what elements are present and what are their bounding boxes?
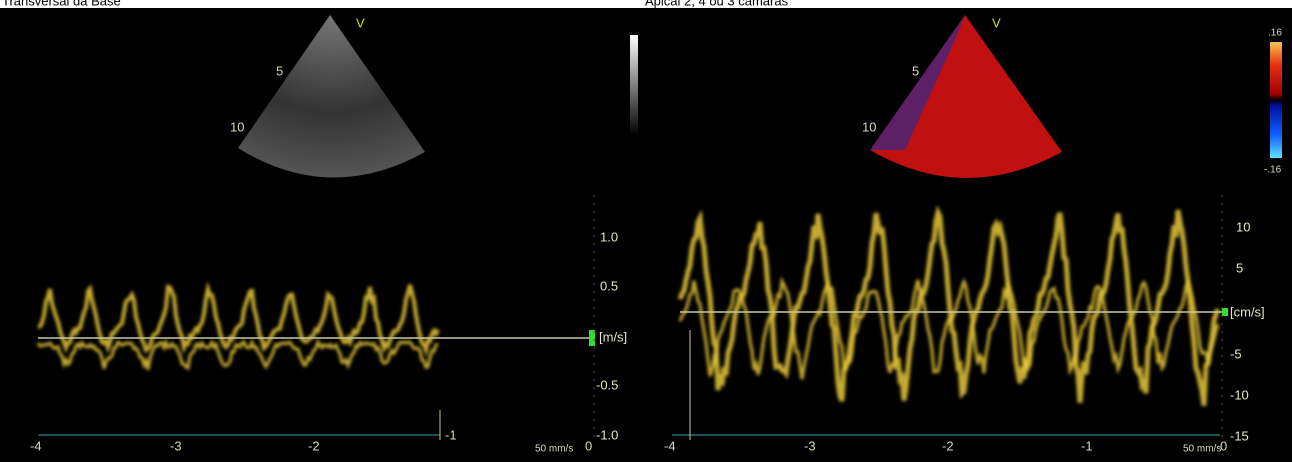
x-label: -1 [1081,438,1093,453]
header-bar [0,0,1292,8]
header-left: Transversal da Base [2,0,121,8]
x-label: -4 [30,438,42,453]
orientation: V [992,15,1001,30]
color-scale [1270,42,1282,158]
orientation: V [356,15,365,30]
x-label: 0 [1220,438,1227,453]
x-label: -2 [942,438,954,453]
x-label: -4 [664,438,676,453]
y-label: [m/s] [599,329,627,344]
y-label: -15 [1230,428,1249,443]
y-label: 5 [1236,260,1243,275]
x-label: 0 [585,438,592,453]
y-label: -5 [1230,346,1242,361]
waveform [678,275,1220,380]
depth-label: 5 [276,63,283,78]
waveform [36,338,439,371]
sweep-speed: 50 mm/s [535,444,573,455]
y-label: 10 [1236,219,1250,234]
depth-label: 10 [230,119,244,134]
bmode-sector [238,15,425,178]
y-label: 0.5 [600,278,618,293]
y-label: -1.0 [596,427,618,442]
color-sector [870,15,1062,179]
x-label: -3 [170,438,182,453]
y-label: -10 [1230,387,1249,402]
color-scale-bottom: -.16 [1264,165,1282,176]
y-label: -0.5 [596,377,618,392]
waveform [677,205,1221,407]
x-label: -3 [804,438,816,453]
color-sector-blue [870,15,965,150]
y-label: [cm/s] [1230,304,1265,319]
x-label: -1 [445,427,457,442]
gray-scale [630,35,638,135]
x-label: -2 [308,438,320,453]
baseline-marker [1222,308,1228,316]
depth-label: 5 [912,63,919,78]
doppler-spectrum [36,205,1221,407]
depth-label: 10 [862,119,876,134]
y-label: 1.0 [600,229,618,244]
sweep-speed: 50 mm/s [1183,444,1221,455]
header-right: Apical 2, 4 ou 3 câmaras [645,0,789,8]
baseline-marker [589,330,595,346]
color-scale-top: .16 [1268,28,1282,39]
waveform [37,281,440,357]
